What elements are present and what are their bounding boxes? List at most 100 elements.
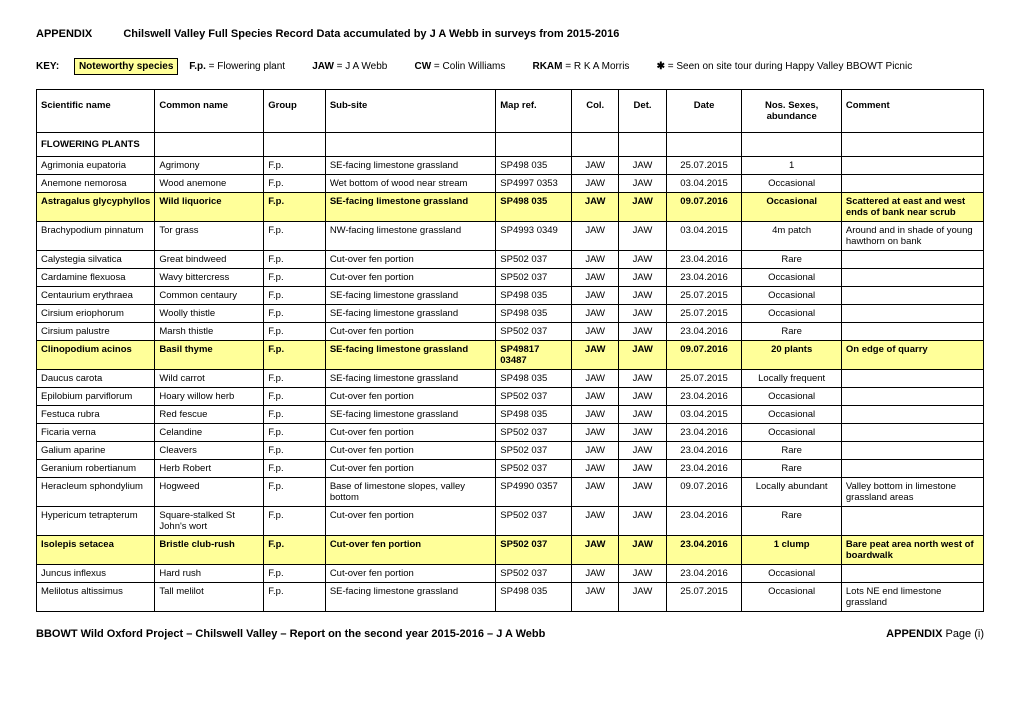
cell-sci: Clinopodium acinos xyxy=(37,341,155,370)
cell-sci: Calystegia silvatica xyxy=(37,251,155,269)
cell-sci: Centaurium erythraea xyxy=(37,287,155,305)
cell-grp: F.p. xyxy=(264,460,326,478)
cell-map: SP502 037 xyxy=(496,424,572,442)
fp-abbr: F.p. xyxy=(189,61,206,72)
table-row: Festuca rubraRed fescueF.p.SE-facing lim… xyxy=(37,406,984,424)
cell-sci: Isolepis setacea xyxy=(37,536,155,565)
cell-cmt xyxy=(841,370,983,388)
th-scientific: Scientific name xyxy=(37,90,155,133)
cell-col: JAW xyxy=(572,251,619,269)
cell-sub: Cut-over fen portion xyxy=(325,565,495,583)
cell-sub: Cut-over fen portion xyxy=(325,251,495,269)
th-common: Common name xyxy=(155,90,264,133)
table-row: Agrimonia eupatoriaAgrimonyF.p.SE-facing… xyxy=(37,157,984,175)
cell-date: 09.07.2016 xyxy=(666,478,742,507)
cell-sub: Cut-over fen portion xyxy=(325,442,495,460)
cell-map: SP502 037 xyxy=(496,536,572,565)
cell-sci: Cardamine flexuosa xyxy=(37,269,155,287)
cell-com: Tor grass xyxy=(155,222,264,251)
cell-nos: Rare xyxy=(742,460,841,478)
cell-map: SP502 037 xyxy=(496,460,572,478)
cell-com: Bristle club-rush xyxy=(155,536,264,565)
cell-grp: F.p. xyxy=(264,323,326,341)
cell-sci: Anemone nemorosa xyxy=(37,175,155,193)
cell-map: SP498 035 xyxy=(496,370,572,388)
cell-date: 09.07.2016 xyxy=(666,193,742,222)
table-row: Isolepis setaceaBristle club-rushF.p.Cut… xyxy=(37,536,984,565)
flower-icon: ✱ xyxy=(657,61,665,72)
cell-nos: Occasional xyxy=(742,269,841,287)
cell-col: JAW xyxy=(572,442,619,460)
th-date: Date xyxy=(666,90,742,133)
key-line: KEY: Noteworthy species F.p. = Flowering… xyxy=(36,58,984,75)
cell-col: JAW xyxy=(572,222,619,251)
page-footer: BBOWT Wild Oxford Project – Chilswell Va… xyxy=(36,628,984,640)
cell-det: JAW xyxy=(619,406,666,424)
cell-com: Cleavers xyxy=(155,442,264,460)
cell-col: JAW xyxy=(572,565,619,583)
cell-grp: F.p. xyxy=(264,478,326,507)
th-group: Group xyxy=(264,90,326,133)
cell-col: JAW xyxy=(572,583,619,612)
cell-nos: Rare xyxy=(742,323,841,341)
species-table: Scientific name Common name Group Sub-si… xyxy=(36,89,984,612)
key-label: KEY: xyxy=(36,61,59,72)
cell-nos: Occasional xyxy=(742,583,841,612)
table-row: Geranium robertianumHerb RobertF.p.Cut-o… xyxy=(37,460,984,478)
table-row: Cirsium palustreMarsh thistleF.p.Cut-ove… xyxy=(37,323,984,341)
cell-det: JAW xyxy=(619,157,666,175)
cell-cmt xyxy=(841,305,983,323)
cell-nos: 20 plants xyxy=(742,341,841,370)
jaw-abbr: JAW xyxy=(312,61,334,72)
cell-map: SP4993 0349 xyxy=(496,222,572,251)
cell-cmt xyxy=(841,323,983,341)
cell-grp: F.p. xyxy=(264,222,326,251)
cell-col: JAW xyxy=(572,323,619,341)
cell-cmt: Valley bottom in limestone grassland are… xyxy=(841,478,983,507)
section-row: FLOWERING PLANTS xyxy=(37,133,984,157)
th-nos: Nos. Sexes, abundance xyxy=(742,90,841,133)
cell-det: JAW xyxy=(619,460,666,478)
cell-col: JAW xyxy=(572,370,619,388)
cell-map: SP498 035 xyxy=(496,157,572,175)
cell-sci: Cirsium eriophorum xyxy=(37,305,155,323)
cell-col: JAW xyxy=(572,341,619,370)
cell-col: JAW xyxy=(572,536,619,565)
cell-com: Marsh thistle xyxy=(155,323,264,341)
cell-sub: SE-facing limestone grassland xyxy=(325,370,495,388)
cell-cmt: Scattered at east and west ends of bank … xyxy=(841,193,983,222)
cell-det: JAW xyxy=(619,305,666,323)
table-row: Hypericum tetrapterumSquare-stalked St J… xyxy=(37,507,984,536)
cell-col: JAW xyxy=(572,269,619,287)
table-row: Cirsium eriophorumWoolly thistleF.p.SE-f… xyxy=(37,305,984,323)
cell-grp: F.p. xyxy=(264,251,326,269)
page-title: Chilswell Valley Full Species Record Dat… xyxy=(123,28,619,40)
cell-grp: F.p. xyxy=(264,175,326,193)
cell-det: JAW xyxy=(619,287,666,305)
cell-map: SP502 037 xyxy=(496,507,572,536)
cell-sub: SE-facing limestone grassland xyxy=(325,305,495,323)
cell-grp: F.p. xyxy=(264,341,326,370)
cell-nos: 4m patch xyxy=(742,222,841,251)
cell-sci: Heracleum sphondylium xyxy=(37,478,155,507)
cell-grp: F.p. xyxy=(264,193,326,222)
cell-det: JAW xyxy=(619,341,666,370)
cell-date: 25.07.2015 xyxy=(666,583,742,612)
table-row: Ficaria vernaCelandineF.p.Cut-over fen p… xyxy=(37,424,984,442)
cell-com: Woolly thistle xyxy=(155,305,264,323)
cell-sci: Festuca rubra xyxy=(37,406,155,424)
cell-nos: Locally abundant xyxy=(742,478,841,507)
cell-sci: Cirsium palustre xyxy=(37,323,155,341)
cell-sub: Cut-over fen portion xyxy=(325,269,495,287)
cell-col: JAW xyxy=(572,388,619,406)
cell-nos: 1 clump xyxy=(742,536,841,565)
cell-det: JAW xyxy=(619,323,666,341)
cell-date: 23.04.2016 xyxy=(666,536,742,565)
cell-grp: F.p. xyxy=(264,287,326,305)
cell-sci: Brachypodium pinnatum xyxy=(37,222,155,251)
cell-cmt xyxy=(841,175,983,193)
footer-right: APPENDIX Page (i) xyxy=(886,628,984,640)
cell-cmt xyxy=(841,406,983,424)
cell-com: Wild carrot xyxy=(155,370,264,388)
cell-com: Great bindweed xyxy=(155,251,264,269)
